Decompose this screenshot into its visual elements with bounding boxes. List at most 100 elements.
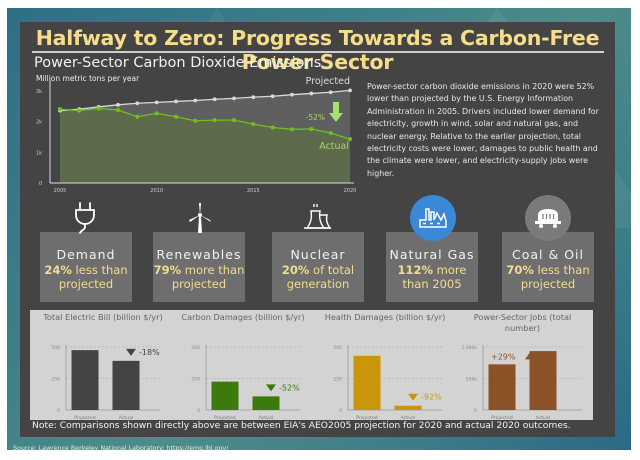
y-tick-label: 500 xyxy=(51,345,60,351)
bar-projected xyxy=(211,381,239,410)
coal-car-icon xyxy=(535,209,561,228)
driver-card-natural-gas: Natural Gas 112% more than 2005 xyxy=(386,232,478,302)
actual-point xyxy=(77,108,82,113)
actual-point xyxy=(193,118,198,123)
actual-area xyxy=(60,108,350,183)
driver-card-coal-oil: Coal & Oil 70% less than projected xyxy=(502,232,594,302)
y-tick-label: 250 xyxy=(51,377,60,383)
up-triangle-icon xyxy=(525,352,535,360)
projected-point xyxy=(290,92,294,97)
change-annotation: -18% xyxy=(139,348,160,357)
title-divider xyxy=(32,51,604,53)
bar-actual xyxy=(112,360,140,410)
comparison-panel: Total Electric Bill (billion $/yr) 0 250 5… xyxy=(30,310,593,421)
y-tick-label: 2k xyxy=(36,120,42,126)
emissions-chart-ylabel: Million metric tons per year xyxy=(36,74,140,83)
actual-point xyxy=(115,107,121,113)
actual-point xyxy=(289,127,295,132)
driver-card-nuclear: Nuclear 20% of total generation xyxy=(272,232,364,302)
bar-projected xyxy=(488,364,516,410)
actual-point xyxy=(96,106,101,111)
change-annotation: -52% xyxy=(279,383,300,392)
x-tick-label: Actual xyxy=(536,415,550,420)
bar-projected xyxy=(353,355,381,410)
driver-card-renewables: Renewables 79% more than projected xyxy=(153,232,245,302)
y-tick-label: 0 xyxy=(339,408,342,414)
projected-point xyxy=(154,100,159,105)
y-tick-label: 0 xyxy=(197,408,200,414)
natural-gas-icon-circle xyxy=(410,195,456,241)
driver-name: Natural Gas xyxy=(389,247,475,262)
x-tick-label: 2020 xyxy=(344,188,357,194)
renewables-icon-circle xyxy=(177,195,223,241)
driver-name: Demand xyxy=(56,247,116,262)
projected-point xyxy=(232,96,236,101)
actual-point xyxy=(135,114,140,119)
infographic-title: Halfway to Zero: Progress Towards a Carb… xyxy=(35,26,600,74)
y-tick-label: 0 xyxy=(474,408,477,414)
driver-name: Coal & Oil xyxy=(512,247,584,262)
x-tick-label: 2015 xyxy=(247,188,260,194)
x-tick-label: Projected xyxy=(356,415,378,420)
bar-projected xyxy=(71,350,99,410)
change-annotation: +29% xyxy=(491,352,516,361)
down-triangle-icon xyxy=(408,393,418,401)
emissions-line-chart: 0 1k 2k 3k 2005 2010 2015 2020 Projected Actual -5… xyxy=(36,76,357,194)
source-credit: Source: Lawrence Berkeley National Labor… xyxy=(13,445,229,452)
projected-point xyxy=(328,90,333,95)
y-tick-label: 3k xyxy=(36,89,42,95)
wind-turbine-icon xyxy=(189,203,211,233)
y-tick-label: 250 xyxy=(333,377,342,383)
actual-point xyxy=(231,118,237,123)
nuclear-icon-circle xyxy=(294,195,340,241)
x-tick-label: Projected xyxy=(214,415,236,420)
projected-point xyxy=(309,91,314,96)
actual-point xyxy=(347,137,353,142)
bar-chart-svg: 0 250 500 Projected Actual -92% xyxy=(333,345,442,421)
x-tick-label: Actual xyxy=(401,415,415,420)
down-arrow-icon xyxy=(329,102,343,122)
projected-point xyxy=(251,95,256,100)
x-tick-label: Projected xyxy=(74,415,96,420)
bar-chart-svg: 0 250 500 Projected Actual -52% xyxy=(191,345,300,421)
bar-chart-jobs: Power-Sector Jobs (total number) 0 500k 1 … xyxy=(455,310,590,421)
bar-actual xyxy=(394,405,422,410)
reduction-annotation: -52% xyxy=(306,113,325,122)
driver-stat: 70% less than projected xyxy=(506,263,590,291)
bar-chart-title: Health Damages (billion $/yr) xyxy=(324,312,446,322)
plug-icon xyxy=(75,202,95,234)
driver-stat: 24% less than projected xyxy=(44,263,128,291)
x-tick-label: 2010 xyxy=(150,188,163,194)
bar-chart-health-damages: Health Damages (billion $/yr) 0 250 500 Pro… xyxy=(320,310,450,421)
actual-point xyxy=(251,122,256,127)
y-tick-label: 1k xyxy=(36,150,42,156)
emissions-description: Power-sector carbon dioxide emissions in… xyxy=(367,82,599,178)
projected-point xyxy=(174,99,178,104)
x-tick-label: Actual xyxy=(119,415,133,420)
emissions-chart-title: Power-Sector Carbon Dioxide Emissions xyxy=(34,55,322,71)
actual-point xyxy=(57,106,63,112)
y-tick-label: 500 xyxy=(333,345,342,351)
driver-card-demand: Demand 24% less than projected xyxy=(40,232,132,302)
bar-chart-title: Total Electric Bill (billion $/yr) xyxy=(43,312,163,322)
projected-point xyxy=(212,97,217,102)
y-tick-label: 1 000k xyxy=(462,345,478,351)
bar-chart-title: Carbon Damages (billion $/yr) xyxy=(181,312,305,322)
driver-name: Renewables xyxy=(156,247,242,262)
projected-point xyxy=(135,101,140,106)
cooling-tower-icon xyxy=(304,204,332,229)
infographic-panel: Halfway to Zero: Progress Towards a Carb… xyxy=(20,22,615,437)
down-triangle-icon xyxy=(266,384,276,392)
actual-point xyxy=(309,126,314,132)
y-tick-label: 500 xyxy=(191,345,200,351)
change-annotation: -92% xyxy=(421,393,442,402)
actual-point xyxy=(270,125,275,130)
demand-icon-circle xyxy=(62,195,108,241)
projected-point xyxy=(348,88,352,93)
driver-stat: 112% more than 2005 xyxy=(397,263,467,291)
y-tick-label: 500k xyxy=(466,377,478,383)
actual-point xyxy=(328,130,333,136)
comparison-note: Note: Comparisons shown directly above a… xyxy=(32,420,571,431)
y-tick-label: 0 xyxy=(57,408,60,414)
x-tick-label: Projected xyxy=(491,415,513,420)
